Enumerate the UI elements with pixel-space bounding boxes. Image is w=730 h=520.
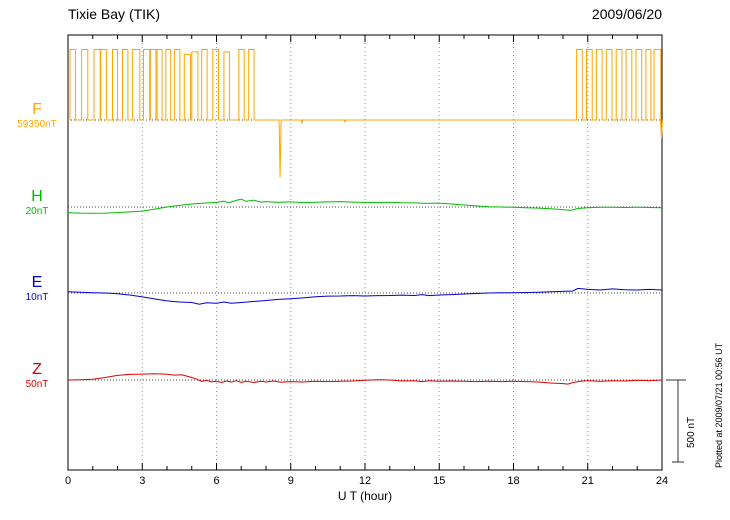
x-tick-label: 21 xyxy=(581,475,594,487)
series-baseline-value-Z: 50nT xyxy=(25,379,49,390)
series-baseline-value-H: 20nT xyxy=(25,206,49,217)
x-tick-label: 15 xyxy=(433,475,446,487)
series-label-block-F: F 59350nT xyxy=(8,100,66,131)
series-name-E: E xyxy=(31,274,43,291)
plot-timestamp: Plotted at 2009/07/21 00:56 UT xyxy=(714,342,724,468)
x-tick-label: 0 xyxy=(64,475,72,487)
series-baseline-value-E: 10nT xyxy=(25,292,49,303)
series-name-H: H xyxy=(31,188,43,205)
series-label-block-E: E 10nT xyxy=(8,273,66,304)
scale-bar-label: 500 nT xyxy=(686,416,697,448)
x-tick-label: 18 xyxy=(507,475,520,487)
x-tick-label: 24 xyxy=(655,475,669,487)
date-label: 2009/06/20 xyxy=(591,6,662,22)
series-name-Z: Z xyxy=(32,361,42,378)
series-name-F: F xyxy=(32,101,42,118)
x-tick-label: 3 xyxy=(139,475,146,487)
x-axis-label: U T (hour) xyxy=(337,489,393,503)
station-title: Tixie Bay (TIK) xyxy=(68,6,161,22)
x-tick-label: 9 xyxy=(287,475,294,487)
x-tick-label: 6 xyxy=(213,475,220,487)
series-baseline-value-F: 59350nT xyxy=(17,119,57,130)
series-label-block-H: H 20nT xyxy=(8,187,66,218)
series-label-block-Z: Z 50nT xyxy=(8,360,66,391)
x-tick-label: 12 xyxy=(358,475,372,487)
